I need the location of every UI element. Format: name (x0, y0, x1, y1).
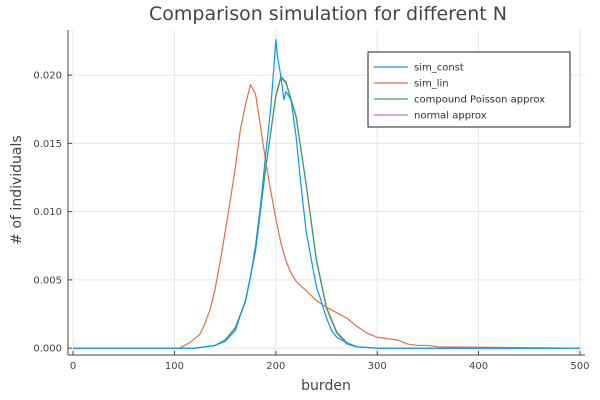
legend-label: sim_const (414, 63, 464, 74)
series-line-sim-lin (73, 84, 580, 349)
chart-title: Comparison simulation for different N (149, 3, 507, 25)
series-line-sim-const (73, 38, 580, 349)
x-tick-label: 0 (70, 361, 76, 372)
legend: sim_const sim_lin compound Poisson approx n… (367, 51, 571, 128)
series-group (73, 38, 580, 349)
axes (67, 30, 585, 356)
series-line-compound-poisson-approx (73, 75, 580, 349)
y-axis-label: # of individuals (9, 135, 25, 244)
ticks: 0 100 200 300 400 500 0.000 0.005 0.010 0.015 0.02… (33, 71, 589, 372)
x-tick-label: 100 (165, 361, 184, 372)
y-tick-label: 0.015 (33, 139, 62, 150)
x-tick-label: 300 (368, 361, 387, 372)
x-tick-label: 500 (570, 361, 589, 372)
y-tick-label: 0.010 (33, 207, 62, 218)
legend-label: normal approx (414, 111, 487, 122)
legend-label: sim_lin (414, 79, 449, 90)
x-tick-label: 200 (266, 361, 285, 372)
y-tick-label: 0.000 (33, 344, 62, 355)
legend-label: compound Poisson approx (414, 95, 545, 106)
x-tick-label: 400 (469, 361, 488, 372)
y-tick-label: 0.005 (33, 275, 62, 286)
y-tick-label: 0.020 (33, 71, 62, 82)
x-axis-label: burden (301, 378, 351, 394)
